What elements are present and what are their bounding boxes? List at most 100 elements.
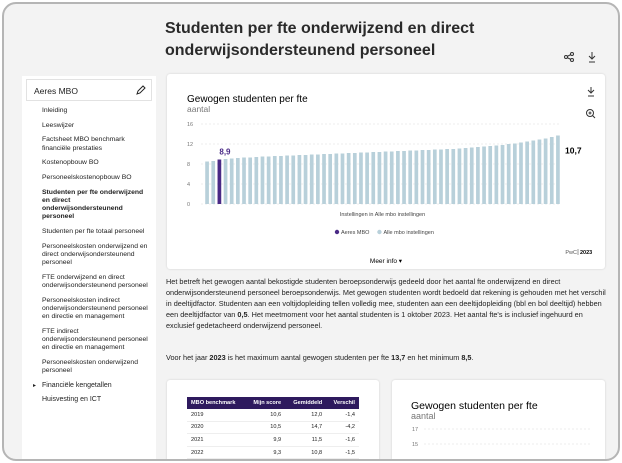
selector-label: Aeres MBO — [34, 86, 78, 96]
bar — [525, 141, 529, 204]
bar — [236, 158, 240, 204]
chart-subtitle: aantal — [187, 104, 210, 114]
institution-selector[interactable]: Aeres MBO — [26, 79, 152, 101]
chart-actions[interactable] — [586, 87, 596, 119]
bar — [340, 153, 345, 204]
text-run: 0,5 — [237, 310, 248, 319]
text-run: . — [471, 353, 474, 362]
summary: Voor het jaar 2023 is het maximum aantal… — [166, 353, 606, 362]
bar — [389, 151, 394, 204]
bar — [531, 140, 536, 204]
bar — [217, 159, 222, 204]
expand-arrow: ▸ — [33, 382, 37, 389]
table-cell: 9,9 — [245, 433, 286, 447]
edit-icon[interactable] — [136, 85, 146, 95]
description: Het betreft het gewogen aantal bekostigd… — [166, 276, 606, 331]
bar — [365, 152, 369, 204]
bar — [432, 149, 437, 204]
table-row: 2021 9,9 11,5 -1,6 — [187, 433, 359, 447]
bar — [463, 148, 468, 204]
bar — [556, 135, 560, 204]
text-run: 13,7 — [391, 353, 406, 362]
average-label: 10,7 — [565, 146, 582, 156]
nav-item[interactable]: FTE indirect onderwijsondersteunend pers… — [42, 327, 148, 352]
bar — [494, 145, 499, 204]
legend-label: Aeres MBO — [341, 230, 370, 236]
header-cell: MBO benchmark — [187, 397, 246, 409]
header-cell: Verschil — [326, 397, 359, 409]
table-card: MBO benchmark Mijn score Gemiddeld Verschil… — [167, 380, 379, 459]
nav-item[interactable]: Kostenopbouw BO — [42, 159, 99, 167]
bar — [334, 153, 339, 204]
chart-title: Gewogen studenten per fte — [187, 94, 308, 105]
chart-card: Gewogen studenten per fte aantal 0 4 8 12 16 8,… — [167, 74, 605, 269]
bar — [229, 158, 234, 204]
nav-item[interactable]: Personeelskostenopbouw BO — [42, 174, 132, 182]
bar — [242, 157, 246, 204]
legend-label: Alle mbo instellingen — [383, 230, 433, 236]
nav-item[interactable]: Factsheet MBO benchmark financiële prest… — [42, 136, 125, 152]
table-cell: -1,4 — [326, 409, 359, 422]
y-tick-label: 0 — [187, 202, 190, 208]
bar — [211, 161, 216, 204]
data-label: 8,9 — [219, 148, 231, 157]
chart2-card: Gewogen studenten per fte aantal 17 15 — [392, 380, 605, 459]
bar — [476, 147, 480, 204]
more-info[interactable]: Meer info ▾ — [370, 258, 403, 265]
bar — [426, 150, 431, 204]
table-cell: 2019 — [187, 409, 246, 422]
chart2-title: Gewogen studenten per fte — [411, 400, 538, 412]
bar — [260, 156, 265, 204]
nav-item[interactable]: Studenten per fte totaal personeel — [42, 228, 145, 236]
nav-group[interactable]: ▸ Financiële kengetallen — [22, 382, 156, 390]
bar — [303, 155, 308, 204]
sidebar: Aeres MBO Inleiding Leeswijzer Factsheet M… — [22, 76, 156, 459]
nav-item[interactable]: Personeelskosten indirect onderwijsonder… — [42, 296, 148, 321]
bar — [371, 152, 376, 204]
text-run: 8,5 — [461, 353, 472, 362]
bar — [469, 147, 474, 204]
bar — [457, 148, 462, 204]
bar — [482, 146, 486, 204]
page-actions[interactable] — [562, 50, 602, 66]
nav-list: Inleiding Leeswijzer Factsheet MBO benchma… — [22, 107, 156, 404]
table-cell: -4,2 — [326, 421, 359, 435]
text-run: . Het meetmoment voor het aantal student… — [166, 310, 583, 330]
text-run: en het minimum — [405, 353, 462, 362]
nav-item[interactable]: Personeelskosten onderwijzend en direct … — [42, 242, 148, 267]
table-cell: 12,0 — [285, 409, 327, 422]
table-cell: 2021 — [187, 433, 246, 447]
nav-item[interactable]: Personeelskosten onderwijzend personeel — [42, 358, 138, 375]
nav-item[interactable]: Inleiding — [42, 107, 68, 114]
bar — [346, 153, 351, 204]
table-cell: 14,7 — [285, 421, 327, 435]
bar — [402, 151, 406, 204]
table-cell: 10,8 — [285, 446, 327, 459]
bar — [414, 150, 419, 204]
page-title: Studenten per fte onderwijzend en direct… — [165, 20, 475, 59]
bar — [537, 139, 542, 204]
bar — [408, 150, 413, 204]
table-cell: 9,3 — [245, 446, 286, 459]
bar — [322, 154, 326, 204]
nav-group[interactable]: Huisvesting en ICT — [22, 396, 156, 404]
nav-item[interactable]: FTE onderwijzend en direct onderwijsonde… — [42, 273, 148, 290]
table-cell: -1,6 — [326, 433, 359, 447]
y-tick-label: 16 — [187, 122, 193, 128]
bar — [248, 157, 253, 204]
text-run: Het betreft het gewogen aantal bekostigd… — [166, 277, 606, 319]
table-cell: 10,5 — [245, 421, 286, 435]
bar — [266, 156, 271, 204]
bar — [359, 152, 363, 204]
header-cell: Mijn score — [245, 397, 286, 409]
text-run: Voor het jaar — [166, 353, 210, 362]
bar — [383, 151, 388, 204]
nav-group-label: Financiële kengetallen — [42, 381, 112, 389]
bar — [205, 161, 209, 204]
table-cell: 11,5 — [285, 433, 327, 447]
benchmark-table: MBO benchmark Mijn score Gemiddeld Verschil… — [187, 397, 359, 459]
nav-item[interactable]: Studenten per fte onderwijzend en direct… — [42, 188, 144, 221]
nav-item[interactable]: Leeswijzer — [42, 121, 75, 129]
y-tick-label: 4 — [187, 182, 190, 188]
bar — [377, 152, 382, 204]
